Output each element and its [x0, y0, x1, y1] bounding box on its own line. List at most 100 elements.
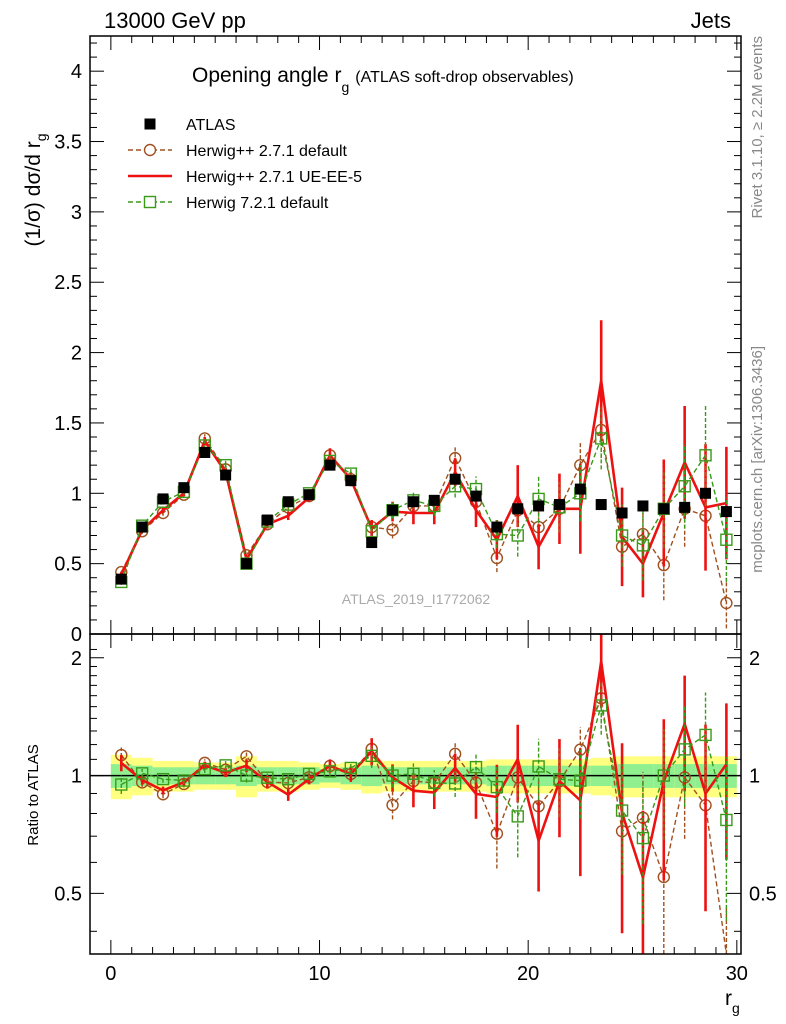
x-tick-label: 0 [105, 963, 116, 985]
series-ratio-marker-square [198, 762, 211, 776]
series-marker-circle [386, 523, 399, 537]
series-ratio-marker-square [595, 699, 608, 712]
y-axis-label: (1/σ) dσ/d rg [22, 133, 49, 246]
mcplots-label: mcplots.cern.ch [arXiv:1306.3436] [749, 346, 766, 573]
data-point [366, 537, 378, 549]
data-point [512, 503, 524, 515]
series-ratio-marker-square [678, 743, 691, 756]
chart-title: Opening angle rg(ATLAS soft-drop observa… [192, 64, 574, 95]
legend-label: Herwig++ 2.7.1 default [186, 143, 348, 160]
series-ratio-marker-square [177, 774, 191, 787]
legend-label: Herwig 7.2.1 default [186, 195, 329, 212]
legend-label: ATLAS [186, 117, 236, 134]
data-point [428, 494, 440, 506]
y-tick-label: 1.5 [54, 413, 82, 435]
y-tick-label: 0 [71, 624, 82, 646]
data-point [220, 469, 232, 481]
series-ratio-marker-square [386, 769, 399, 782]
data-point [679, 501, 691, 513]
ratio-y-axis-label: Ratio to ATLAS [25, 744, 42, 845]
data-point [303, 489, 315, 501]
series-marker-square [511, 529, 524, 542]
data-point [282, 496, 294, 508]
legend-marker-data [144, 118, 156, 130]
series-ratio-marker-square [219, 759, 232, 772]
data-point [700, 487, 712, 499]
y-tick-label: 2.5 [54, 272, 82, 294]
ratio-tick-label-right: 1 [749, 766, 760, 788]
x-axis-label: rg [725, 987, 740, 1016]
ratio-tick-label-right: 2 [749, 648, 760, 670]
series-ratio-marker-square [699, 728, 712, 742]
series-marker-square [699, 449, 712, 462]
series-ratio-marker-square [720, 813, 733, 827]
series-ratio-marker-square [511, 810, 524, 823]
data-point [324, 459, 336, 471]
data-point [574, 483, 586, 495]
series-ratio-marker-square [156, 772, 170, 786]
y-tick-label: 4 [71, 61, 82, 83]
series-ratio-marker-square [615, 804, 629, 817]
y-tick-label: 2 [71, 343, 82, 365]
series-ratio-marker-circle [386, 798, 399, 812]
data-point [491, 521, 503, 533]
data-point [533, 500, 545, 512]
data-point [470, 490, 482, 502]
ratio-axis-ticks: 0.5 0.5 1 1 2 2 [54, 648, 777, 932]
series-ratio-marker-square [407, 767, 420, 780]
series-ratio-marker-square [490, 780, 504, 794]
legend-label: Herwig++ 2.7.1 UE-EE-5 [186, 169, 362, 186]
series-ratio-marker-square [636, 831, 650, 845]
series-marker-square [365, 525, 378, 538]
data-point [637, 500, 649, 512]
series-marker-square [595, 432, 608, 445]
data-point [157, 493, 169, 505]
data-point [240, 558, 252, 570]
data-point [616, 507, 628, 519]
series-ratio-marker-square [323, 765, 337, 778]
series-ratio-marker-square [469, 760, 483, 774]
data-layer [115, 446, 732, 585]
series-ratio-marker-square [428, 776, 441, 790]
ratio-tick-label-right: 0.5 [749, 883, 777, 905]
ratio-tick-label: 2 [71, 648, 82, 670]
data-point [407, 496, 419, 508]
y-tick-label: 1 [71, 483, 82, 505]
series-ratio-marker-square [135, 767, 149, 780]
series-marker-square [615, 529, 629, 542]
x-tick-label: 10 [308, 963, 330, 985]
series-ratio-marker-square [302, 767, 316, 781]
y-tick-label: 3.5 [54, 132, 82, 154]
series-ratio-marker-square [657, 769, 670, 782]
series-ratio-marker-square [553, 773, 566, 786]
main-axis-ticks: 0 0.5 1 1.5 2 2.5 3 3.5 4 0 10 20 30 [54, 36, 748, 985]
x-tick-label: 20 [517, 963, 539, 985]
ratio-plot-frame [89, 633, 742, 955]
ratio-tick-label: 1 [71, 766, 82, 788]
x-tick-label: 30 [726, 963, 748, 985]
series-ratio-marker-square [365, 749, 378, 763]
data-point [345, 475, 357, 487]
watermark: ATLAS_2019_I1772062 [342, 591, 491, 607]
series-marker-circle [720, 596, 733, 610]
data-point [595, 499, 607, 511]
series-line-0 [120, 428, 728, 604]
legend-marker-circle [143, 143, 157, 157]
series-ratio-marker-square [115, 778, 128, 791]
legend-marker-square [143, 195, 157, 209]
data-point [261, 514, 273, 526]
series-line-1 [120, 380, 727, 576]
ratio-tick-label: 0.5 [54, 883, 82, 905]
data-point [115, 573, 127, 585]
series-ratio-marker-square [261, 771, 274, 784]
series-ratio-marker-square [532, 760, 545, 773]
series-ratio-marker-square [344, 761, 358, 775]
y-tick-label: 0.5 [54, 554, 82, 576]
y-tick-label: 3 [71, 202, 82, 224]
series-marker-square [678, 480, 691, 493]
header-left: 13000 GeV pp [104, 8, 246, 33]
data-point [136, 521, 148, 533]
series-line-2 [120, 435, 728, 583]
legend: ATLAS Herwig++ 2.7.1 default Herwig++ 2.7.… [128, 117, 362, 212]
